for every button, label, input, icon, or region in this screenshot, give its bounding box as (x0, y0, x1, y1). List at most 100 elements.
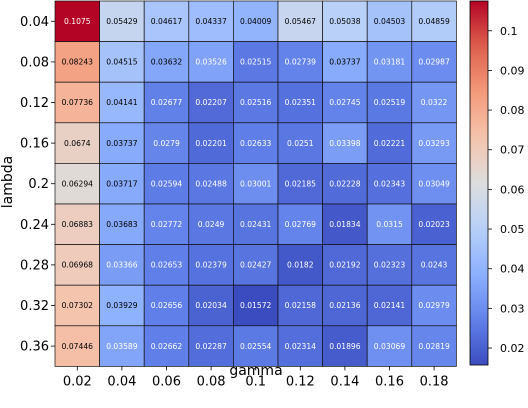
heatmap-cell-label: 0.1075 (64, 17, 91, 26)
heatmap-cell-label: 0.02979 (418, 301, 450, 310)
heatmap-cell (277, 325, 323, 367)
heatmap-cell-label: 0.04009 (240, 17, 272, 26)
heatmap-cell (54, 122, 100, 164)
heatmap-cell-label: 0.04141 (106, 98, 138, 107)
heatmap-cell (99, 81, 145, 124)
heatmap-cell (54, 284, 100, 327)
heatmap-cell-label: 0.07302 (62, 301, 94, 310)
heatmap-cell-label: 0.01572 (240, 301, 272, 310)
x-tick-label: 0.18 (420, 374, 449, 389)
heatmap-cell-label: 0.03366 (106, 261, 138, 270)
heatmap-cell-label: 0.02343 (374, 179, 406, 188)
y-axis-ticks: 0.04 0.08 0.12 0.16 0.2 0.24 0.28 0.32 0.36 (20, 15, 55, 355)
heatmap-cell (54, 41, 100, 83)
heatmap-cell (366, 0, 413, 42)
heatmap-cell (54, 203, 100, 245)
heatmap-cell (99, 244, 145, 286)
heatmap-cell (233, 325, 279, 367)
heatmap-cell (99, 325, 145, 367)
y-tick-label: 0.28 (20, 258, 49, 273)
heatmap-cell (277, 203, 323, 245)
heatmap-cell-label: 0.04515 (106, 58, 138, 67)
heatmap-cell-label: 0.02739 (285, 58, 317, 67)
heatmap-cell-label: 0.02221 (374, 139, 406, 148)
heatmap-cell-label: 0.03737 (106, 139, 138, 148)
heatmap-cell-label: 0.0279 (153, 139, 180, 148)
heatmap-cell-label: 0.03717 (106, 179, 138, 188)
heatmap-cell-label: 0.01834 (329, 220, 361, 229)
heatmap-cell (188, 284, 234, 327)
heatmap-cell (411, 325, 457, 367)
colorbar-tick-label: 0.08 (500, 104, 525, 117)
heatmap-cell (277, 163, 323, 205)
heatmap-cell-label: 0.02323 (374, 261, 406, 270)
heatmap-cell (411, 203, 457, 245)
heatmap-cell-label: 0.02677 (151, 98, 183, 107)
heatmap-cell (54, 163, 100, 205)
y-tick-label: 0.16 (20, 137, 49, 152)
heatmap-cell (188, 163, 234, 205)
heatmap-cell (233, 284, 279, 327)
colorbar-tick-label: 0.03 (500, 302, 525, 315)
x-tick-label: 0.14 (330, 374, 359, 389)
heatmap-cell-label: 0.02136 (329, 301, 361, 310)
heatmap-cell (54, 81, 100, 124)
y-tick-label: 0.2 (28, 177, 49, 192)
y-tick-label: 0.12 (20, 96, 49, 111)
heatmap-cell-label: 0.02201 (195, 139, 227, 148)
x-tick-label: 0.02 (63, 374, 92, 389)
heatmap-cell-label: 0.02633 (240, 139, 272, 148)
heatmap-cell-label: 0.08243 (62, 58, 94, 67)
heatmap-cell-label: 0.02516 (240, 98, 272, 107)
heatmap-cell (99, 122, 145, 164)
heatmap-cell-label: 0.02656 (151, 301, 183, 310)
heatmap-cell (188, 122, 234, 164)
heatmap-cell-label: 0.03001 (240, 179, 272, 188)
heatmap-cell (143, 41, 190, 83)
heatmap-cell-label: 0.06294 (62, 179, 94, 188)
heatmap-cell (233, 41, 279, 83)
colorbar-tick-label: 0.05 (500, 223, 525, 236)
heatmap-cell-label: 0.05038 (329, 17, 361, 26)
heatmap-cell-label: 0.02554 (240, 342, 272, 351)
heatmap-cell-label: 0.03683 (106, 220, 138, 229)
heatmap-cell-label: 0.02515 (240, 58, 272, 67)
y-tick-label: 0.24 (20, 218, 49, 233)
heatmap-cell-label: 0.0243 (421, 261, 448, 270)
heatmap-cell (188, 81, 234, 124)
x-tick-label: 0.16 (375, 374, 404, 389)
heatmap-cell-label: 0.03589 (106, 342, 138, 351)
x-axis-ticks: 0.02 0.04 0.06 0.08 0.1 0.12 0.14 0.16 0.18 (63, 366, 449, 389)
heatmap-cell-label: 0.03632 (151, 58, 183, 67)
y-tick-label: 0.08 (20, 55, 49, 70)
heatmap-cell-label: 0.02662 (151, 342, 183, 351)
heatmap-cell (411, 284, 457, 327)
heatmap-cell-label: 0.0182 (287, 261, 314, 270)
heatmap-cell (411, 81, 457, 124)
heatmap-cell-label: 0.06883 (62, 220, 94, 229)
colorbar-tick-label: 0.07 (500, 144, 525, 157)
heatmap-cell-label: 0.03069 (374, 342, 406, 351)
heatmap-cell-label: 0.02192 (329, 261, 361, 270)
heatmap-cell (366, 41, 413, 83)
heatmap-cell-label: 0.02769 (285, 220, 317, 229)
heatmap-cell (277, 0, 323, 42)
heatmap-cell-label: 0.03293 (418, 139, 450, 148)
colorbar-tick-label: 0.1 (500, 25, 518, 38)
heatmap-cell-label: 0.02519 (374, 98, 406, 107)
heatmap-cell-label: 0.04617 (151, 17, 183, 26)
x-tick-label: 0.08 (197, 374, 226, 389)
x-axis-label: gamma (229, 363, 282, 379)
heatmap-cell (143, 81, 190, 124)
heatmap-cell-label: 0.02987 (418, 58, 450, 67)
heatmap-cell-label: 0.02819 (418, 342, 450, 351)
colorbar-tick-label: 0.04 (500, 263, 525, 276)
heatmap-cell (411, 41, 457, 83)
x-tick-label: 0.1 (245, 374, 266, 389)
heatmap-cell-label: 0.02745 (329, 98, 361, 107)
heatmap-cell-label: 0.04859 (418, 17, 450, 26)
heatmap-cell (366, 203, 413, 245)
heatmap-cell (233, 244, 279, 286)
heatmap-cell-label: 0.02158 (285, 301, 317, 310)
